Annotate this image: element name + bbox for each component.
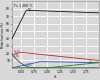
Text: $CH_4$: $CH_4$ bbox=[13, 52, 20, 60]
Text: $H_2O$: $H_2O$ bbox=[13, 49, 21, 56]
Text: $O_2$: $O_2$ bbox=[88, 58, 94, 66]
Text: $CO_2$: $CO_2$ bbox=[26, 61, 34, 69]
Text: T = 1 200 °C: T = 1 200 °C bbox=[13, 4, 32, 8]
Y-axis label: Molar fractions (%): Molar fractions (%) bbox=[1, 22, 5, 48]
X-axis label: λ: λ bbox=[54, 75, 57, 79]
Text: $N_2$: $N_2$ bbox=[27, 7, 33, 14]
